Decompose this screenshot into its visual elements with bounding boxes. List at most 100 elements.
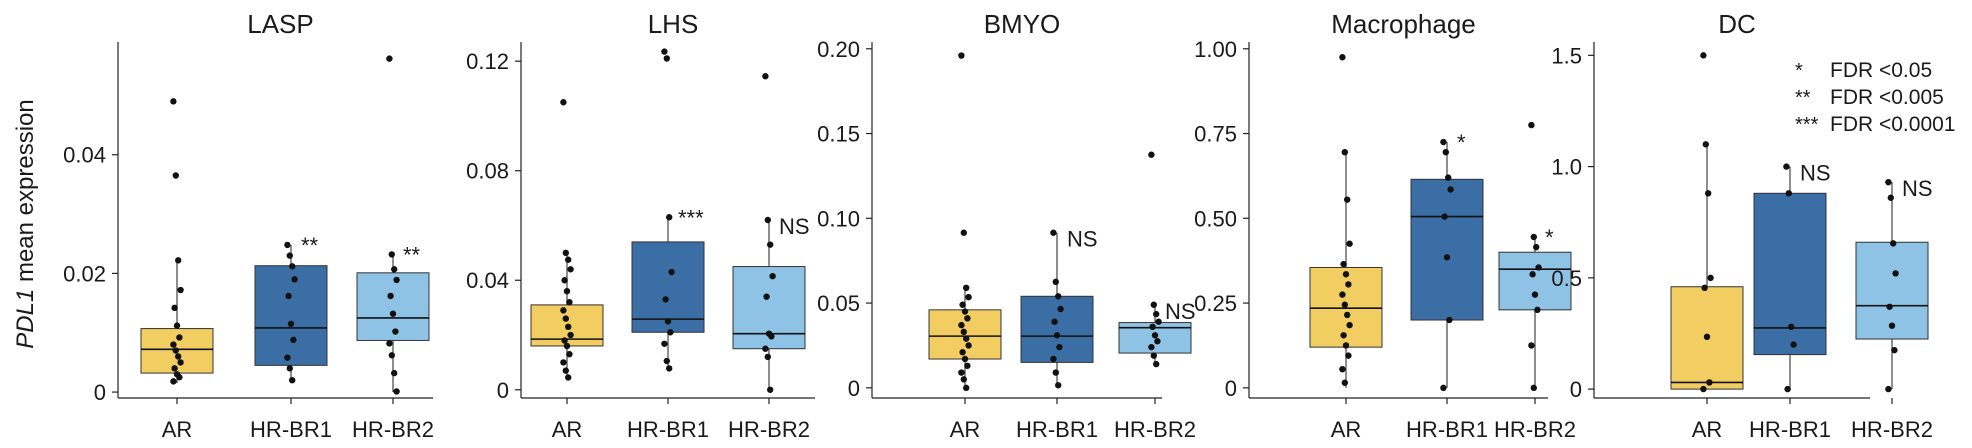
box-hr-br1: NS HR-BR1 xyxy=(1749,161,1831,442)
box-hr-br2: * HR-BR2 xyxy=(1494,121,1576,442)
significance-label: NS xyxy=(1800,161,1831,186)
chart-panel-bmyo: BMYO 0 0.05 0.10 0.15 0.20 AR NS HR-BR1 NS HR-BR2 xyxy=(817,9,1196,442)
data-point xyxy=(1148,151,1155,158)
x-tick-label: AR xyxy=(1692,417,1723,442)
y-tick-label: 0 xyxy=(497,378,509,403)
data-point xyxy=(1345,352,1352,359)
x-tick-label: HR-BR2 xyxy=(1494,417,1576,442)
y-tick-label: 0 xyxy=(848,376,860,401)
data-point xyxy=(769,272,776,280)
box-hr-br1: *** HR-BR1 xyxy=(627,48,709,442)
data-point xyxy=(1345,281,1352,288)
data-point xyxy=(173,322,181,329)
data-point xyxy=(285,292,292,300)
box-hr-br1: * HR-BR1 xyxy=(1406,130,1488,442)
significance-label: NS xyxy=(779,214,810,239)
y-tick-label: 0.12 xyxy=(466,49,509,74)
data-point xyxy=(1346,240,1353,247)
panel-title: Macrophage xyxy=(1331,9,1476,39)
data-point xyxy=(764,353,771,361)
data-point xyxy=(1785,190,1793,197)
x-tick-label: HR-BR2 xyxy=(352,417,434,442)
data-point xyxy=(1535,264,1542,271)
data-point xyxy=(1703,333,1711,341)
legend-stars: *** xyxy=(1795,114,1819,136)
y-tick-label: 1.0 xyxy=(1551,155,1582,180)
data-point xyxy=(1055,293,1062,300)
iqr-box xyxy=(254,265,328,366)
y-tick-label: 0.5 xyxy=(1551,266,1582,291)
data-point xyxy=(175,257,182,264)
data-point xyxy=(1529,271,1536,278)
data-point xyxy=(767,386,774,393)
data-point xyxy=(960,376,967,383)
data-point xyxy=(1445,174,1452,181)
data-point xyxy=(391,369,398,377)
data-point xyxy=(1148,343,1155,351)
data-point xyxy=(387,292,394,300)
box-ar: AR xyxy=(1670,52,1744,442)
panel-title: LASP xyxy=(247,9,314,39)
significance-label: NS xyxy=(1902,176,1933,201)
data-point xyxy=(1702,141,1710,148)
data-point xyxy=(289,263,296,270)
data-point xyxy=(1344,311,1351,319)
legend-stars: * xyxy=(1795,60,1803,82)
data-point xyxy=(1051,318,1058,325)
data-point xyxy=(965,293,972,301)
data-point xyxy=(561,277,568,284)
data-point xyxy=(662,296,669,303)
data-point xyxy=(1339,291,1346,298)
data-point xyxy=(1530,384,1538,392)
data-point xyxy=(1443,254,1451,261)
data-point xyxy=(1150,352,1158,359)
data-point xyxy=(768,333,775,340)
iqr-box xyxy=(356,272,430,341)
data-point xyxy=(172,172,179,179)
data-point xyxy=(393,388,400,395)
data-point xyxy=(762,345,769,352)
data-point xyxy=(560,307,567,314)
significance-label: NS xyxy=(1165,299,1196,324)
data-point xyxy=(560,359,567,366)
data-point xyxy=(963,284,970,292)
data-point xyxy=(1153,310,1160,318)
data-point xyxy=(177,359,184,366)
box-ar: AR xyxy=(928,52,1002,442)
x-tick-label: HR-BR1 xyxy=(250,417,332,442)
x-tick-label: HR-BR2 xyxy=(1114,417,1196,442)
significance-label: * xyxy=(1457,130,1466,155)
data-point xyxy=(767,241,774,248)
data-point xyxy=(1700,385,1707,393)
y-tick-label: 0.05 xyxy=(817,291,860,316)
data-point xyxy=(565,374,572,381)
data-point xyxy=(1534,306,1541,314)
data-point xyxy=(1052,278,1060,286)
significance-label: ** xyxy=(301,233,319,258)
data-point xyxy=(1341,379,1349,386)
box-hr-br2: NS HR-BR2 xyxy=(1114,151,1196,442)
significance-label: *** xyxy=(678,205,704,230)
data-point xyxy=(176,374,183,381)
data-point xyxy=(961,355,969,363)
data-point xyxy=(1053,332,1061,339)
data-point xyxy=(1886,303,1893,310)
data-point xyxy=(170,98,177,105)
data-point xyxy=(1533,243,1540,251)
significance-legend: * FDR <0.05 ** FDR <0.005 *** FDR <0.0001 xyxy=(1795,59,1956,136)
y-tick-label: 0 xyxy=(1225,376,1237,401)
data-point xyxy=(1440,384,1447,392)
data-point xyxy=(668,268,675,276)
x-tick-label: AR xyxy=(552,417,583,442)
data-point xyxy=(963,384,970,392)
x-tick-label: HR-BR1 xyxy=(1406,417,1488,442)
chart-panel-dc: DC 0 0.5 1.0 1.5 AR NS HR-BR1 NS HR-BR2 xyxy=(1551,9,1933,442)
data-point xyxy=(764,216,771,224)
data-point xyxy=(177,286,184,294)
data-point xyxy=(1885,385,1892,393)
data-point xyxy=(663,55,670,62)
data-point xyxy=(175,353,182,360)
data-point xyxy=(1155,318,1162,325)
data-point xyxy=(964,315,971,322)
data-point xyxy=(562,249,569,257)
